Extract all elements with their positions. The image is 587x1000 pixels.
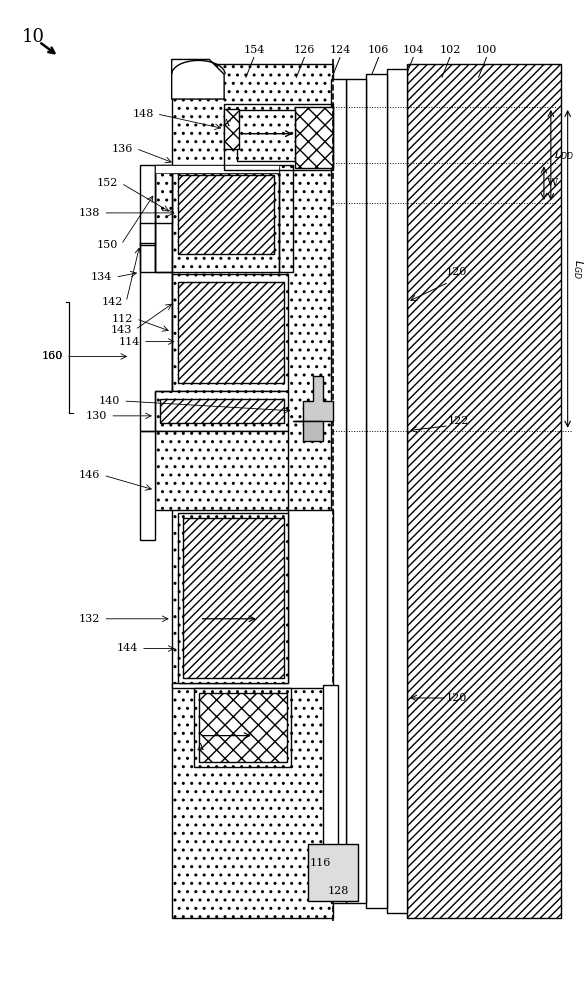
Text: 128: 128 [328, 886, 349, 896]
Text: 106: 106 [368, 45, 389, 55]
Bar [295, 107, 333, 168]
Bar [183, 518, 284, 678]
Polygon shape [171, 59, 224, 99]
Text: 150: 150 [97, 240, 118, 250]
Text: 124: 124 [329, 45, 350, 55]
Bar [237, 110, 295, 161]
Text: 100: 100 [476, 45, 497, 55]
Text: 146: 146 [79, 470, 100, 480]
Bar [331, 79, 346, 903]
Bar [224, 109, 239, 149]
Text: 114: 114 [119, 337, 140, 347]
Text: $L_{DD}$: $L_{DD}$ [554, 148, 573, 162]
Text: 120: 120 [446, 693, 467, 703]
Polygon shape [140, 223, 155, 245]
Text: 138: 138 [79, 208, 100, 218]
Polygon shape [155, 431, 288, 510]
Text: 120: 120 [446, 267, 467, 277]
Text: W: W [547, 178, 558, 188]
Text: 140: 140 [99, 396, 120, 406]
Text: 116: 116 [309, 858, 331, 868]
Text: A': A' [222, 119, 232, 128]
Bar [346, 79, 366, 903]
Text: 142: 142 [102, 297, 123, 307]
Text: 154: 154 [243, 45, 265, 55]
Bar [171, 64, 333, 918]
Bar [407, 64, 561, 918]
Polygon shape [178, 282, 284, 383]
Bar [178, 513, 288, 683]
Text: 152: 152 [97, 178, 118, 188]
Text: 102: 102 [439, 45, 461, 55]
Text: 10: 10 [22, 28, 45, 46]
Polygon shape [140, 431, 155, 540]
Bar [308, 844, 358, 901]
Text: 143: 143 [111, 325, 132, 335]
Text: $L_{GD}$: $L_{GD}$ [571, 259, 585, 279]
Bar [323, 685, 338, 846]
Polygon shape [171, 168, 279, 272]
Polygon shape [303, 421, 323, 441]
Bar [194, 688, 292, 767]
Bar [387, 69, 407, 913]
Text: 122: 122 [448, 416, 470, 426]
Text: 148: 148 [133, 109, 154, 119]
Text: 130: 130 [86, 411, 107, 421]
Text: 160: 160 [42, 351, 63, 361]
Text: 126: 126 [294, 45, 315, 55]
Text: 134: 134 [91, 272, 112, 282]
Polygon shape [155, 165, 279, 173]
Polygon shape [155, 165, 171, 223]
Bar [366, 74, 387, 908]
Polygon shape [160, 399, 284, 423]
Text: 132: 132 [79, 614, 100, 624]
Bar [200, 693, 286, 762]
Polygon shape [155, 391, 288, 431]
Polygon shape [140, 165, 155, 272]
Text: 144: 144 [117, 643, 138, 653]
Text: 136: 136 [112, 144, 133, 154]
Polygon shape [171, 274, 288, 391]
Polygon shape [178, 175, 274, 254]
Polygon shape [171, 510, 333, 688]
Text: 104: 104 [403, 45, 424, 55]
Text: A: A [196, 743, 203, 752]
Text: 112: 112 [112, 314, 133, 324]
Polygon shape [294, 376, 333, 421]
Text: 160: 160 [42, 351, 63, 361]
